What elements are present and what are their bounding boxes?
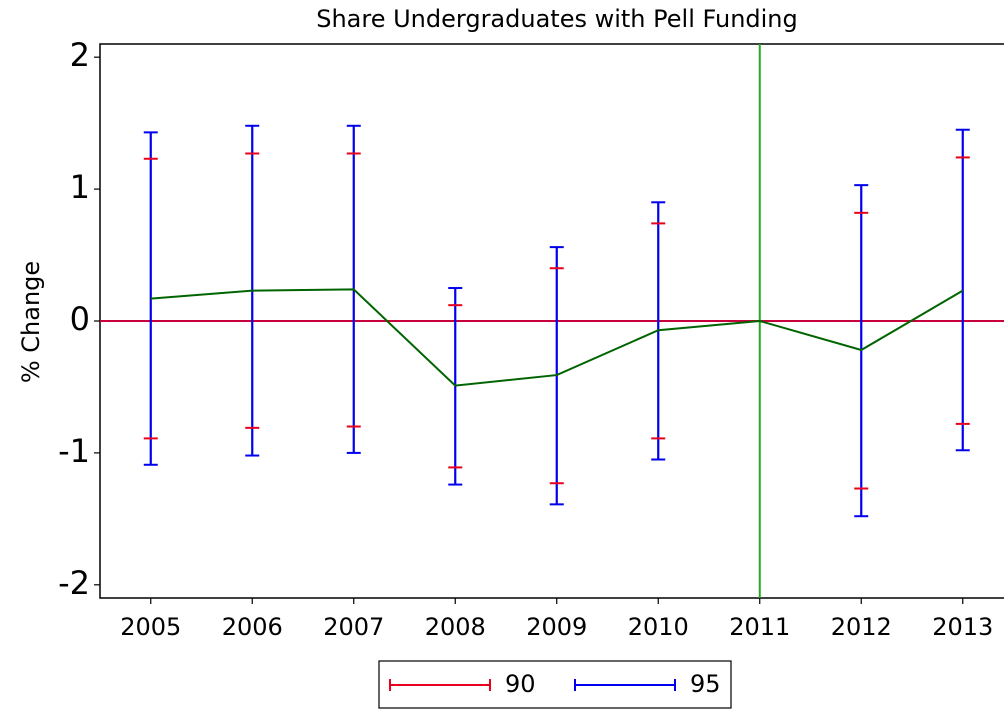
estimate-line	[150, 288, 964, 387]
x-tick-label: 2007	[323, 613, 384, 641]
x-tick-label: 2005	[120, 613, 181, 641]
x-tick-label: 2011	[729, 613, 790, 641]
y-tick-label: 2	[70, 36, 90, 74]
y-axis-label: % Change	[17, 261, 45, 383]
y-tick-label: -2	[58, 564, 90, 602]
x-tick-label: 2009	[526, 613, 587, 641]
y-tick-label: -1	[58, 432, 90, 470]
legend-label: 95	[690, 670, 721, 698]
y-tick-label: 0	[70, 300, 90, 338]
x-tick-label: 2012	[831, 613, 892, 641]
x-tick-label: 2010	[628, 613, 689, 641]
y-tick-label: 1	[70, 168, 90, 206]
x-tick-label: 2006	[222, 613, 283, 641]
legend-label: 90	[505, 670, 536, 698]
x-tick-label: 2013	[932, 613, 993, 641]
chart-title: Share Undergraduates with Pell Funding	[316, 5, 798, 33]
x-tick-label: 2008	[425, 613, 486, 641]
